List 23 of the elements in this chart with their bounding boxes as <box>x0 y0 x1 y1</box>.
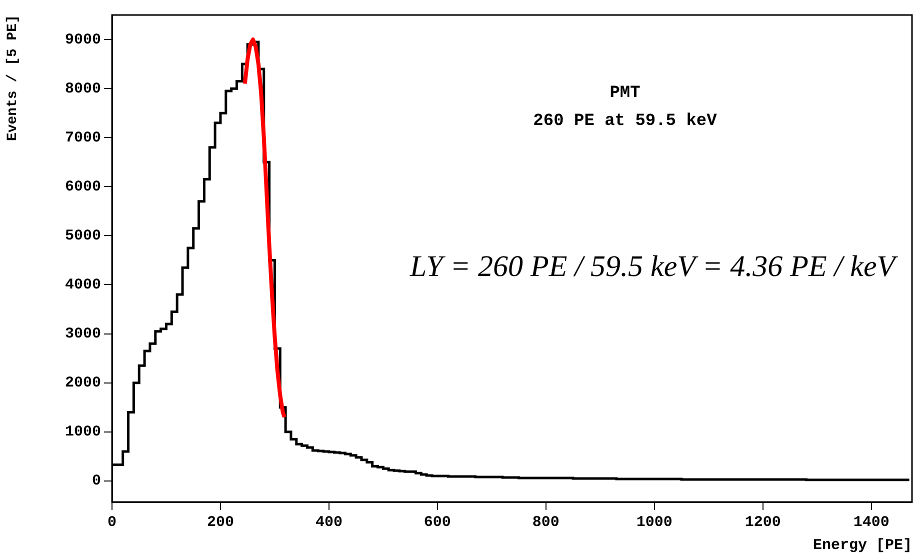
y-tick-label: 3000 <box>64 326 101 343</box>
y-tick-label: 9000 <box>64 31 101 48</box>
y-tick-label: 4000 <box>64 276 101 294</box>
y-tick-label: 6000 <box>64 178 101 196</box>
y-tick-label: 1000 <box>64 424 101 441</box>
x-tick-label: 800 <box>532 514 560 531</box>
annotation: PMT <box>610 84 640 103</box>
y-tick-label: 0 <box>92 472 101 490</box>
y-tick-label: 7000 <box>64 129 101 146</box>
x-tick-label: 1000 <box>636 514 672 531</box>
x-tick-label: 1400 <box>853 514 890 531</box>
x-tick-label: 400 <box>315 514 342 531</box>
y-tick-label: 8000 <box>64 80 101 98</box>
x-axis-title: Energy [PE] <box>812 536 912 554</box>
annotation: 260 PE at 59.5 keV <box>533 112 717 131</box>
x-tick-label: 200 <box>206 514 234 531</box>
y-axis-title: Events / [5 PE] <box>4 15 21 142</box>
x-tick-label: 600 <box>424 514 451 531</box>
x-tick-label: 0 <box>107 514 117 531</box>
y-tick-label: 5000 <box>64 227 101 244</box>
x-tick-label: 1200 <box>744 514 781 531</box>
annotation: LY = 260 PE / 59.5 keV = 4.36 PE / keV <box>410 250 896 284</box>
y-tick-label: 2000 <box>64 374 101 392</box>
